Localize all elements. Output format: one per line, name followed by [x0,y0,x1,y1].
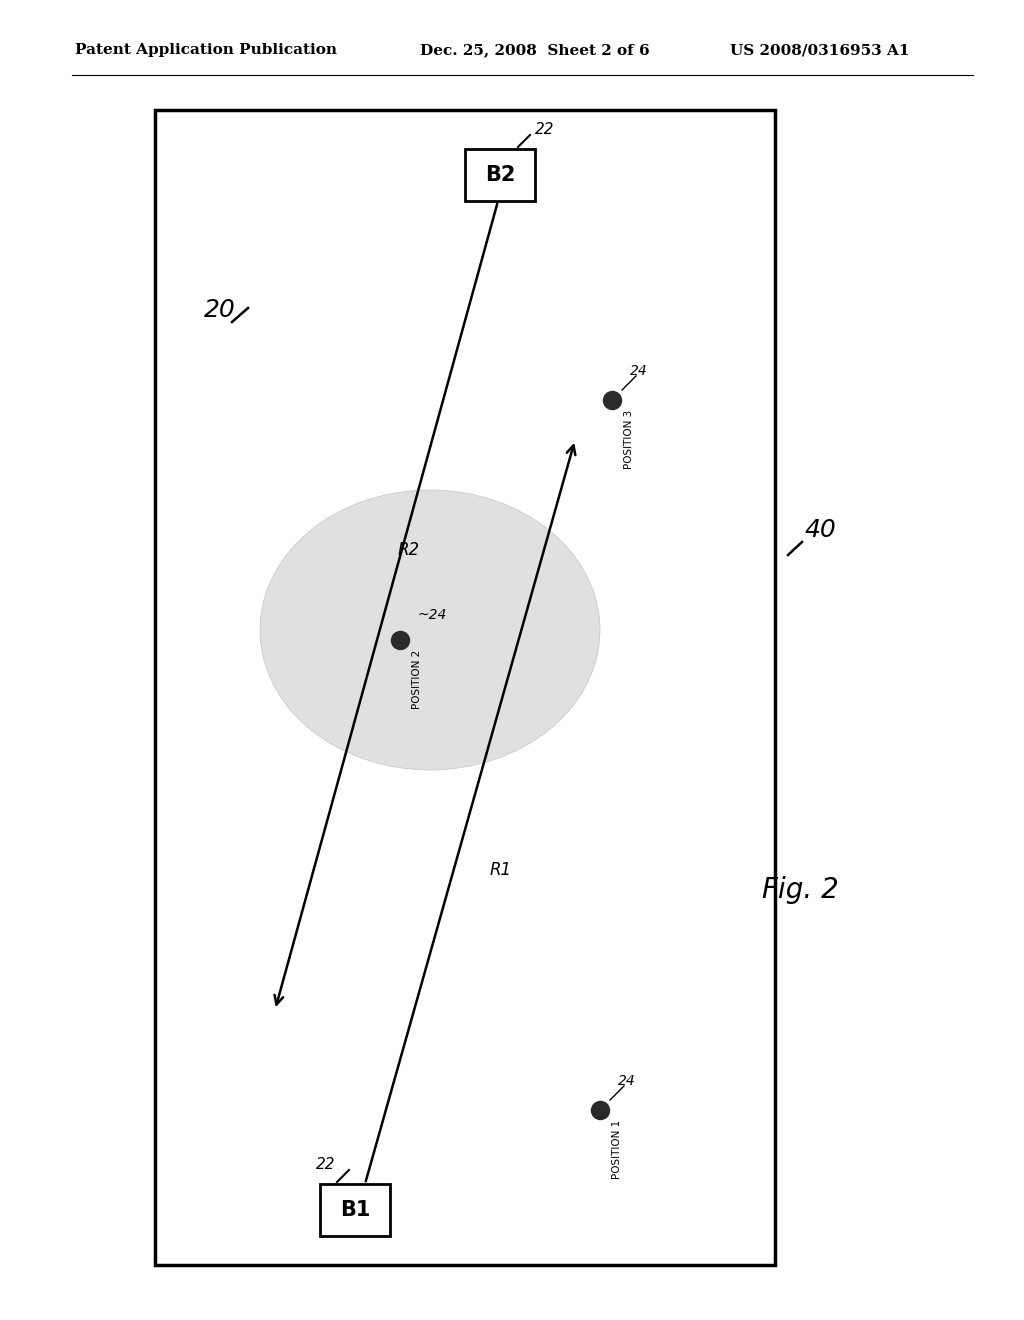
Text: 40: 40 [804,517,836,543]
Text: Fig. 2: Fig. 2 [762,876,839,904]
Text: POSITION 3: POSITION 3 [624,411,634,469]
Text: US 2008/0316953 A1: US 2008/0316953 A1 [730,44,909,57]
Text: 20: 20 [204,298,236,322]
Text: B2: B2 [484,165,515,185]
Text: 22: 22 [535,121,555,137]
Text: Patent Application Publication: Patent Application Publication [75,44,337,57]
Bar [155,110,775,1265]
Text: 22: 22 [315,1158,335,1172]
Text: ~24: ~24 [418,609,447,622]
Text: R2: R2 [398,541,420,558]
Bar [465,149,535,201]
Text: 24: 24 [618,1074,636,1088]
Bar [319,1184,390,1236]
Text: 24: 24 [630,364,648,378]
Text: R1: R1 [490,861,512,879]
Text: B1: B1 [340,1200,371,1220]
Text: POSITION 1: POSITION 1 [612,1119,622,1179]
Text: Dec. 25, 2008  Sheet 2 of 6: Dec. 25, 2008 Sheet 2 of 6 [420,44,649,57]
Text: POSITION 2: POSITION 2 [412,649,422,709]
Ellipse shape [260,490,600,770]
